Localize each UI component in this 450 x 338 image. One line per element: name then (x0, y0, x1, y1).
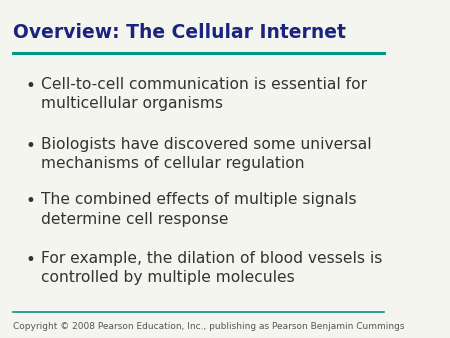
Text: Biologists have discovered some universal
mechanisms of cellular regulation: Biologists have discovered some universa… (41, 137, 371, 171)
Text: For example, the dilation of blood vessels is
controlled by multiple molecules: For example, the dilation of blood vesse… (41, 251, 382, 285)
Text: •: • (25, 77, 35, 95)
Text: The combined effects of multiple signals
determine cell response: The combined effects of multiple signals… (41, 192, 356, 227)
Text: •: • (25, 251, 35, 269)
Text: Copyright © 2008 Pearson Education, Inc., publishing as Pearson Benjamin Cumming: Copyright © 2008 Pearson Education, Inc.… (13, 321, 405, 331)
Text: •: • (25, 137, 35, 155)
Text: •: • (25, 192, 35, 211)
Text: Overview: The Cellular Internet: Overview: The Cellular Internet (13, 23, 346, 42)
Text: Cell-to-cell communication is essential for
multicellular organisms: Cell-to-cell communication is essential … (41, 77, 367, 111)
